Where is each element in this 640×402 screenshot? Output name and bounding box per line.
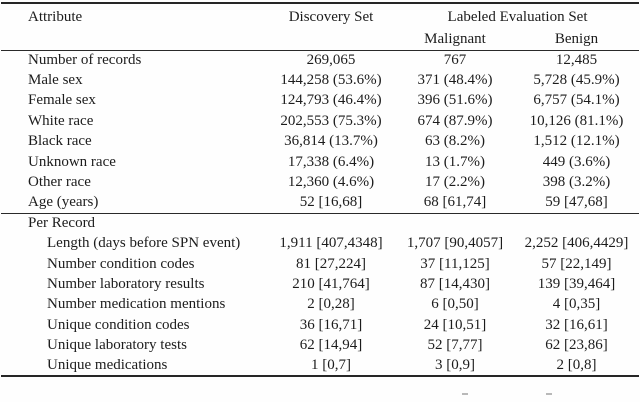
attribute-cell: Unique medications xyxy=(47,357,168,374)
table-row: Unique condition codes 36 [16,71] 24 [10… xyxy=(1,315,639,335)
table-header: Attribute Discovery Set Labeled Evaluati… xyxy=(1,3,640,50)
table-row: White race 202,553 (75.3%) 674 (87.9%) 1… xyxy=(1,111,639,131)
attribute-cell: Unknown race xyxy=(28,153,116,170)
table-row: Number laboratory results 210 [41,764] 8… xyxy=(1,274,639,294)
per-record-title: Per Record xyxy=(28,215,96,232)
discovery-set-cell: 202,553 (75.3%) xyxy=(280,112,382,129)
discovery-set-cell: 124,793 (46.4%) xyxy=(280,92,382,109)
attribute-cell: Number of records xyxy=(28,51,142,68)
malignant-cell: 24 [10,51] xyxy=(423,316,487,333)
table-row: Unique medications 1 [0,7] 3 [0,9] 2 [0,… xyxy=(1,356,639,376)
demographics-section: Number of records 269,065 767 12,485 Mal… xyxy=(1,50,640,214)
benign-cell: 59 [47,68] xyxy=(545,194,608,211)
table-row: Male sex 144,258 (53.6%) 371 (48.4%) 5,7… xyxy=(1,70,639,90)
per-record-section: Per Record Length (days before SPN event… xyxy=(1,213,639,376)
attribute-cell: Age (years) xyxy=(28,194,99,211)
header-row-2: Malignant Benign xyxy=(1,30,639,50)
malignant-cell: 6 [0,50] xyxy=(431,296,479,313)
malignant-cell: 674 (87.9%) xyxy=(417,112,493,129)
attribute-cell: Female sex xyxy=(28,92,96,109)
malignant-cell: 52 [7,77] xyxy=(427,337,483,354)
attribute-cell: White race xyxy=(28,112,94,129)
malignant-cell: 87 [14,430] xyxy=(420,275,490,292)
benign-cell: 32 [16,61] xyxy=(545,316,608,333)
discovery-set-cell: 36 [16,71] xyxy=(299,316,363,333)
table-row: Black race 36,814 (13.7%) 63 (8.2%) 1,51… xyxy=(1,132,639,152)
attribute-cell: Unique laboratory tests xyxy=(47,337,187,354)
discovery-set-cell: 2 [0,28] xyxy=(307,296,355,313)
malignant-cell: 396 (51.6%) xyxy=(417,92,493,109)
benign-cell: 12,485 xyxy=(555,51,598,68)
header-spacer-2 xyxy=(266,30,396,50)
table-row: Unknown race 17,338 (6.4%) 13 (1.7%) 449… xyxy=(1,152,639,172)
attribute-cell: Other race xyxy=(28,174,91,191)
benign-cell: 57 [22,149] xyxy=(541,255,612,272)
benign-cell: 4 [0,35] xyxy=(552,296,601,313)
header-spacer-1 xyxy=(1,30,266,50)
discovery-set-cell: 269,065 xyxy=(306,51,356,68)
table-row: Number of records 269,065 767 12,485 xyxy=(1,50,639,70)
discovery-set-cell: 210 [41,764] xyxy=(292,275,370,292)
discovery-set-cell: 144,258 (53.6%) xyxy=(280,72,382,89)
malignant-cell: 3 [0,9] xyxy=(435,357,475,374)
header-malignant: Malignant xyxy=(424,31,486,48)
discovery-set-cell: 1 [0,7] xyxy=(311,357,351,374)
benign-cell: 2,252 [406,4429] xyxy=(524,235,629,252)
attribute-cell: Length (days before SPN event) xyxy=(47,235,241,252)
cropped-text-fragment xyxy=(462,393,468,395)
benign-cell: 6,757 (54.1%) xyxy=(533,92,620,109)
attribute-cell: Male sex xyxy=(28,72,83,89)
malignant-cell: 17 (2.2%) xyxy=(425,174,485,191)
malignant-cell: 1,707 [90,4057] xyxy=(406,235,504,252)
table-row: Female sex 124,793 (46.4%) 396 (51.6%) 6… xyxy=(1,91,639,111)
discovery-set-cell: 36,814 (13.7%) xyxy=(284,133,378,150)
discovery-set-cell: 81 [27,224] xyxy=(296,255,366,272)
malignant-cell: 13 (1.7%) xyxy=(425,153,485,170)
table-row: Other race 12,360 (4.6%) 17 (2.2%) 398 (… xyxy=(1,172,639,192)
attribute-cell: Number medication mentions xyxy=(47,296,226,313)
discovery-set-cell: 62 [14,94] xyxy=(299,337,363,354)
benign-cell: 1,512 (12.1%) xyxy=(533,133,620,150)
header-benign: Benign xyxy=(554,31,599,48)
per-record-title-row: Per Record xyxy=(1,213,639,233)
benign-cell: 139 [39,464] xyxy=(537,275,616,292)
header-attribute: Attribute xyxy=(28,8,83,25)
header-row-1: Attribute Discovery Set Labeled Evaluati… xyxy=(1,3,639,30)
attribute-cell: Black race xyxy=(28,133,92,150)
table-row: Number condition codes 81 [27,224] 37 [1… xyxy=(1,254,639,274)
header-labeled-evaluation-set: Labeled Evaluation Set xyxy=(447,8,588,25)
header-discovery-set: Discovery Set xyxy=(288,8,374,25)
benign-cell: 2 [0,8] xyxy=(556,357,597,374)
malignant-cell: 37 [11,125] xyxy=(420,255,490,272)
benign-cell: 398 (3.2%) xyxy=(542,174,611,191)
cohort-summary-table: Attribute Discovery Set Labeled Evaluati… xyxy=(1,2,640,378)
benign-cell: 5,728 (45.9%) xyxy=(533,72,620,89)
benign-cell: 10,126 (81.1%) xyxy=(529,112,624,129)
malignant-cell: 63 (8.2%) xyxy=(425,133,485,150)
malignant-cell: 68 [61,74] xyxy=(423,194,487,211)
cropped-text-fragment xyxy=(546,393,552,395)
attribute-cell: Number condition codes xyxy=(47,255,195,272)
table-row: Length (days before SPN event) 1,911 [40… xyxy=(1,234,639,254)
malignant-cell: 767 xyxy=(443,51,467,68)
attribute-cell: Number laboratory results xyxy=(47,275,205,292)
benign-cell: 449 (3.6%) xyxy=(542,153,611,170)
table-row: Unique laboratory tests 62 [14,94] 52 [7… xyxy=(1,335,639,355)
table-row: Age (years) 52 [16,68] 68 [61,74] 59 [47… xyxy=(1,193,639,213)
attribute-cell: Unique condition codes xyxy=(47,316,190,333)
benign-cell: 62 [23,86] xyxy=(545,337,608,354)
malignant-cell: 371 (48.4%) xyxy=(417,72,493,89)
discovery-set-cell: 1,911 [407,4348] xyxy=(279,235,383,252)
table-row: Number medication mentions 2 [0,28] 6 [0… xyxy=(1,295,639,315)
discovery-set-cell: 17,338 (6.4%) xyxy=(287,153,375,170)
discovery-set-cell: 12,360 (4.6%) xyxy=(287,174,375,191)
discovery-set-cell: 52 [16,68] xyxy=(299,194,363,211)
